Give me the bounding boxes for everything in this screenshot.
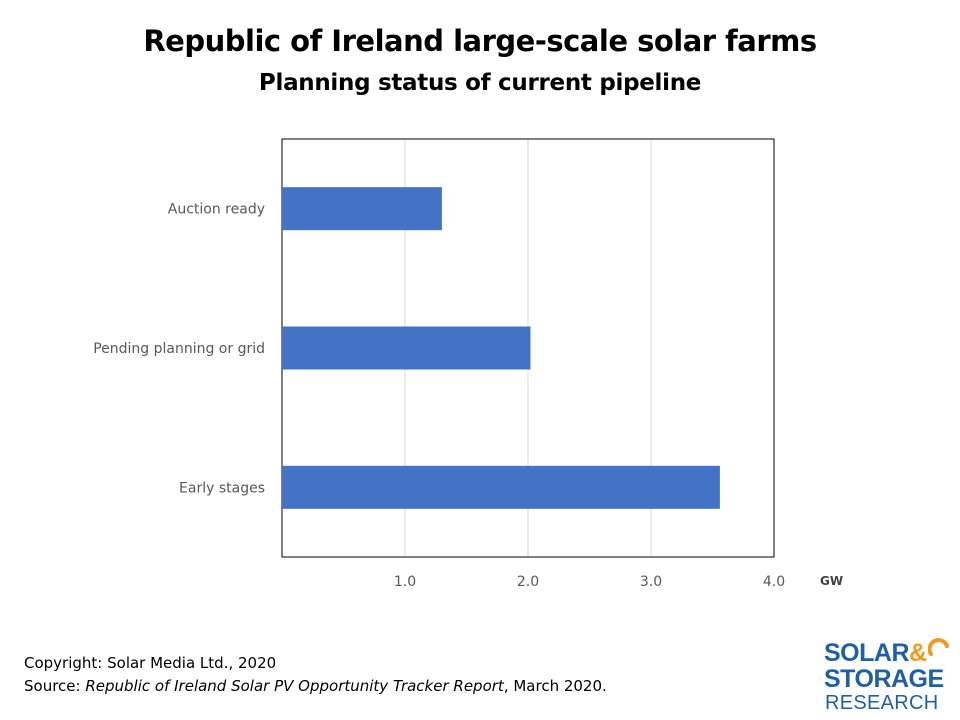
chart-title: Republic of Ireland large-scale solar fa… <box>143 24 817 58</box>
bar-chart: Auction ready Pending planning or grid Ear… <box>93 138 843 590</box>
logo-ampersand: & <box>909 639 927 667</box>
x-tick-labels: 1.0 2.0 3.0 4.0 <box>394 574 785 590</box>
category-label: Pending planning or grid <box>93 341 265 357</box>
x-tick-label: 3.0 <box>640 574 662 590</box>
source-suffix: , March 2020. <box>503 677 607 695</box>
bar <box>282 465 720 509</box>
category-labels: Auction ready Pending planning or grid Ear… <box>93 202 265 497</box>
chart-subtitle: Planning status of current pipeline <box>258 70 702 96</box>
x-tick-label: 4.0 <box>763 574 785 590</box>
bar <box>282 326 531 370</box>
x-tick-label: 2.0 <box>517 574 539 590</box>
logo-line-storage: STORAGE <box>824 665 944 693</box>
solar-storage-research-logo: SOLAR& STORAGE RESEARCH <box>824 636 954 714</box>
source-prefix: Source: <box>24 677 86 695</box>
x-tick-label: 1.0 <box>394 574 416 590</box>
source-note: Source: Republic of Ireland Solar PV Opp… <box>24 677 607 695</box>
source-title: Republic of Ireland Solar PV Opportunity… <box>85 677 504 695</box>
bar <box>282 187 442 231</box>
category-label: Auction ready <box>168 202 265 218</box>
copyright-note: Copyright: Solar Media Ltd., 2020 <box>24 654 277 672</box>
x-axis-unit-label: GW <box>820 574 843 588</box>
logo-line-research: RESEARCH <box>825 692 939 714</box>
category-label: Early stages <box>179 480 265 496</box>
logo-swoosh-icon <box>928 638 949 656</box>
bars <box>282 187 720 509</box>
logo-line-solar: SOLAR& <box>824 639 927 667</box>
